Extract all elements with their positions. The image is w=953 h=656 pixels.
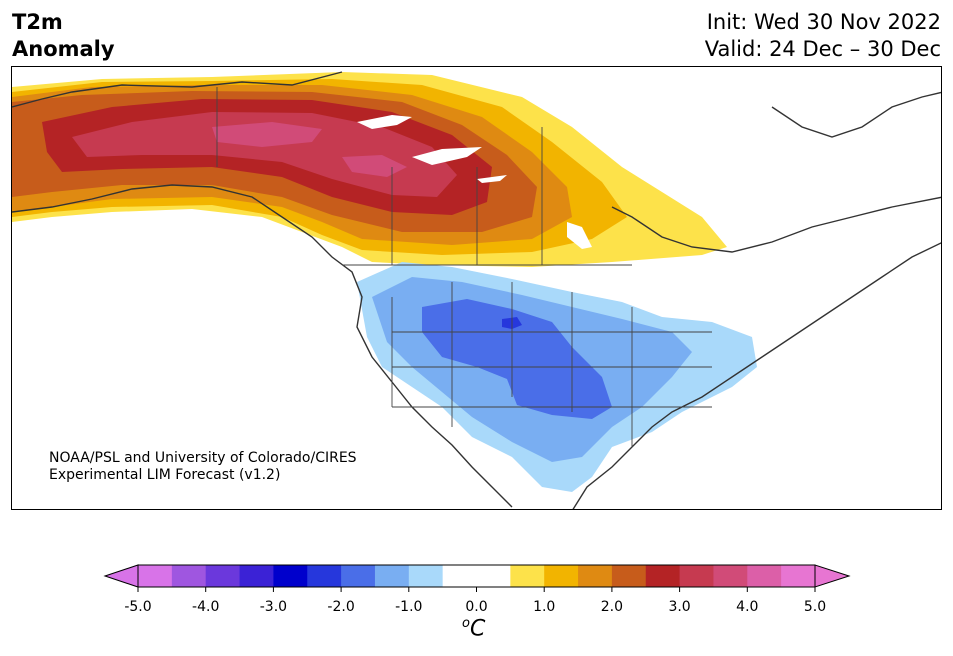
colorbar-cell — [747, 565, 782, 587]
colorbar-cell — [273, 565, 308, 587]
colorbar-cell — [544, 565, 579, 587]
colorbar-tick-label: 0.0 — [465, 599, 487, 615]
colorbar-cells — [138, 565, 816, 587]
colorbar: -5.0 -4.0 -3.0 -2.0 -1.0 0.0 1.0 2.0 3.0 4.0 5.0 — [103, 564, 851, 615]
credit-line-1: NOAA/PSL and University of Colorado/CIRE… — [49, 450, 357, 466]
map-panel — [11, 66, 942, 510]
colorbar-cell — [645, 565, 681, 587]
colorbar-tick-label: 5.0 — [804, 599, 826, 615]
colorbar-tick-label: 4.0 — [736, 599, 758, 615]
borders — [216, 87, 712, 447]
lake-athabasca — [477, 175, 507, 183]
colorbar-tick-label: -4.0 — [192, 599, 219, 615]
credit-line-2: Experimental LIM Forecast (v1.2) — [49, 467, 281, 483]
great-slave-lake — [357, 115, 412, 129]
variable-title: T2m — [12, 10, 63, 34]
colorbar-cell — [781, 565, 816, 587]
colorbar-tick-label: 1.0 — [533, 599, 555, 615]
colorbar-cell — [239, 565, 274, 587]
colorbar-cell — [138, 565, 173, 587]
colorbar-cell — [679, 565, 714, 587]
colorbar-cell — [341, 565, 376, 587]
colorbar-cell — [442, 565, 477, 587]
colorbar-cell — [611, 565, 647, 587]
colorbar-cell — [713, 565, 748, 587]
unit-label: oC — [462, 616, 485, 641]
colorbar-cell — [578, 565, 613, 587]
warm-band-6 — [72, 112, 457, 197]
colorbar-tick-label: -1.0 — [395, 599, 422, 615]
great-bear-lake — [412, 147, 482, 165]
credit-block: NOAA/PSL and University of Colorado/CIRE… — [49, 450, 357, 484]
colorbar-extend-low — [103, 564, 139, 588]
colorbar-extend-high — [814, 564, 851, 588]
colorbar-tick-label: 2.0 — [601, 599, 623, 615]
colorbar-cell — [205, 565, 241, 587]
lake-winnipeg — [567, 222, 592, 249]
cold-band-3 — [422, 299, 612, 419]
colorbar-tick-label: -2.0 — [327, 599, 354, 615]
init-date: Init: Wed 30 Nov 2022 — [706, 10, 941, 34]
plot-title: T2m Anomaly — [12, 9, 115, 63]
colorbar-tick-label: 3.0 — [668, 599, 690, 615]
anomaly-title: Anomaly — [12, 37, 115, 61]
colorbar-cell — [476, 565, 511, 587]
colorbar-cell — [171, 565, 207, 587]
date-block: Init: Wed 30 Nov 2022 Valid: 24 Dec – 30… — [705, 9, 941, 63]
colorbar-tick-label: -3.0 — [260, 599, 287, 615]
valid-date: Valid: 24 Dec – 30 Dec — [704, 37, 941, 61]
warm-band-7 — [212, 122, 407, 177]
colorbar-ticks: -5.0 -4.0 -3.0 -2.0 -1.0 0.0 1.0 2.0 3.0 4.0 5.0 — [124, 587, 826, 615]
unit-celsius: C — [469, 616, 486, 642]
colorbar-cell — [408, 565, 444, 587]
colorbar-cell — [374, 565, 410, 587]
colorbar-cell — [307, 565, 342, 587]
anomaly-map — [12, 71, 941, 509]
colorbar-tick-label: -5.0 — [124, 599, 151, 615]
coastlines — [12, 71, 941, 509]
unit-degree: o — [462, 616, 470, 631]
colorbar-cell — [510, 565, 545, 587]
